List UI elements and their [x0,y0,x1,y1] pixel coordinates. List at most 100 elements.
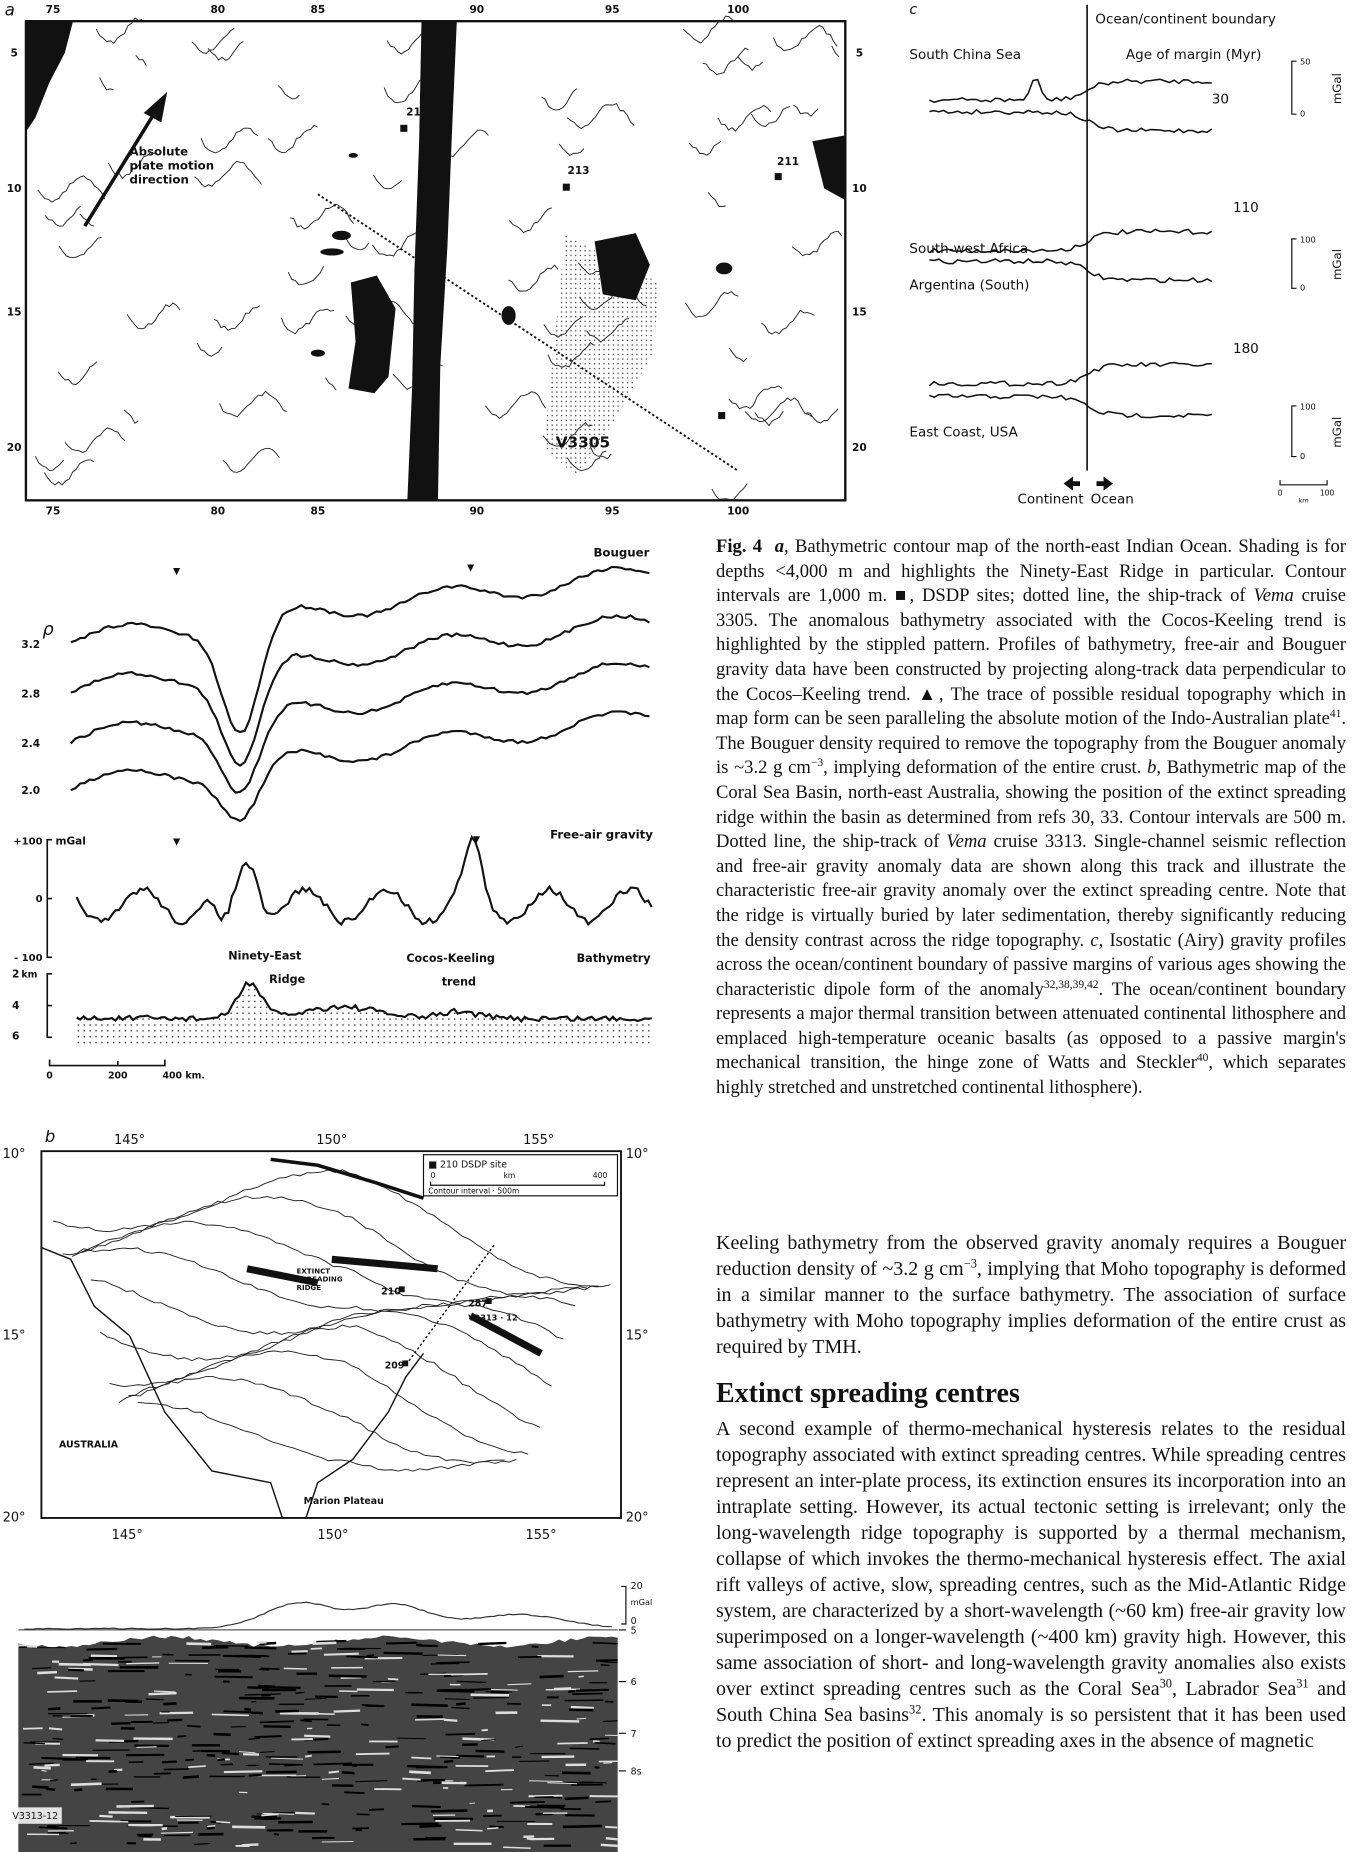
ridge-label: RIDGE [297,1283,322,1292]
reflector [47,1691,77,1692]
latitude-label: 10 [7,183,22,195]
longitude-label: 75 [46,4,61,16]
track-label: V3313-12 [12,1811,58,1822]
paragraph: Keeling bathymetry from the observed gra… [716,1230,1346,1360]
scale-tick: 50 [1300,57,1310,67]
gravity-tick: +100 [13,836,42,847]
reflector [96,1740,124,1741]
panel-label: b [45,1130,55,1146]
seismic-band [18,1636,617,1852]
reflector [275,1711,299,1712]
reflector [207,1828,215,1829]
gravity-tick: 0 [36,894,43,905]
reflector [324,1654,359,1655]
longitude-label: 100 [727,4,749,16]
reflector [407,1766,440,1767]
reflector [154,1773,171,1774]
reflector [207,1755,216,1756]
km-scale-unit: km [1299,496,1309,504]
reflector [603,1763,612,1764]
scale-tick: 100 [1300,401,1316,411]
longitude-label: 90 [469,4,484,16]
scale-tick: 0 [1300,451,1305,461]
latitude-label: 15° [626,1328,649,1343]
ridge-label: Ridge [269,973,305,986]
reflector [217,1759,225,1760]
km-scale-bar [1280,480,1327,485]
ridge-label: Ninety-East [228,950,302,963]
reflector [37,1672,57,1673]
margin-name: South-west Africa [909,241,1028,257]
reflector [304,1713,334,1714]
figure-caption: Fig. 4 a, Bathymetric contour map of the… [716,535,1346,1101]
arrow-left [1064,477,1080,491]
reflector [202,1647,228,1648]
km-scale-tick: 0 [1278,488,1283,497]
scale-bar [1292,239,1297,288]
margin-name: South China Sea [909,47,1021,63]
reflector [216,1822,230,1823]
reflector [444,1761,453,1762]
reflector [295,1813,315,1814]
longitude-label: 75 [46,505,61,517]
density-label: 2.8 [21,688,40,700]
reflector [357,1689,394,1690]
reflector [412,1806,441,1807]
reflector [438,1655,467,1656]
reflector [245,1694,281,1695]
reflector [254,1736,281,1737]
marker-triangle [173,568,180,575]
reflector [136,1747,156,1748]
reflector [510,1802,545,1803]
reflector [284,1668,307,1669]
reflector [473,1697,509,1698]
reflector [483,1816,502,1817]
margin-profile [929,394,1211,417]
trend-label: Cocos-Keeling [406,952,495,965]
direction-label: Continent [1017,492,1083,506]
reflector [48,1833,66,1834]
site-label: 209 [385,1361,405,1372]
panel-b-map: b145°150°155°145°150°155°10°10°15°15°20°… [0,1130,653,1565]
reflector [490,1826,504,1827]
reflector [535,1797,554,1798]
reflector [471,1695,509,1696]
reflector [207,1826,215,1827]
scale-bar [1292,61,1297,114]
reflector [244,1648,276,1649]
reflector [260,1721,294,1722]
free-air-label: Free-air gravity [550,828,653,842]
reflector [525,1807,564,1808]
reflector [222,1753,239,1754]
reflector [402,1779,420,1780]
reflector [138,1835,152,1836]
depth-tick: 6 [631,1677,637,1688]
depth-tick: 2 [12,968,19,980]
reflector [384,1653,423,1654]
latitude-label: 15 [7,307,22,319]
legend-contour: Contour interval · 500m [428,1186,519,1195]
longitude-label: 95 [605,505,620,517]
longitude-label: 145° [112,1528,143,1543]
reflector [32,1787,49,1788]
text: A second example of thermo-mechanical hy… [716,1418,1346,1700]
reflector [529,1796,563,1797]
reflector [108,1700,139,1701]
longitude-label: 85 [311,4,326,16]
latitude-label: 20° [626,1511,649,1526]
reflector [436,1662,469,1663]
reflector [601,1845,618,1846]
age-header: Age of margin (Myr) [1126,47,1262,63]
gravity-profile [24,1602,612,1629]
track-label: V3313 · 12 [468,1312,518,1322]
latitude-label: 20° [3,1511,26,1526]
depth-tick: 5 [631,1625,637,1636]
legend-scale-unit: km [503,1171,515,1180]
paragraph: A second example of thermo-mechanical hy… [716,1416,1346,1754]
gravity-axis [47,840,52,958]
site-label: 211 [777,156,799,168]
depth-tick: 6 [12,1031,19,1043]
reflector [250,1713,263,1714]
longitude-label: 85 [311,505,326,517]
depth-tick: 7 [631,1729,637,1740]
